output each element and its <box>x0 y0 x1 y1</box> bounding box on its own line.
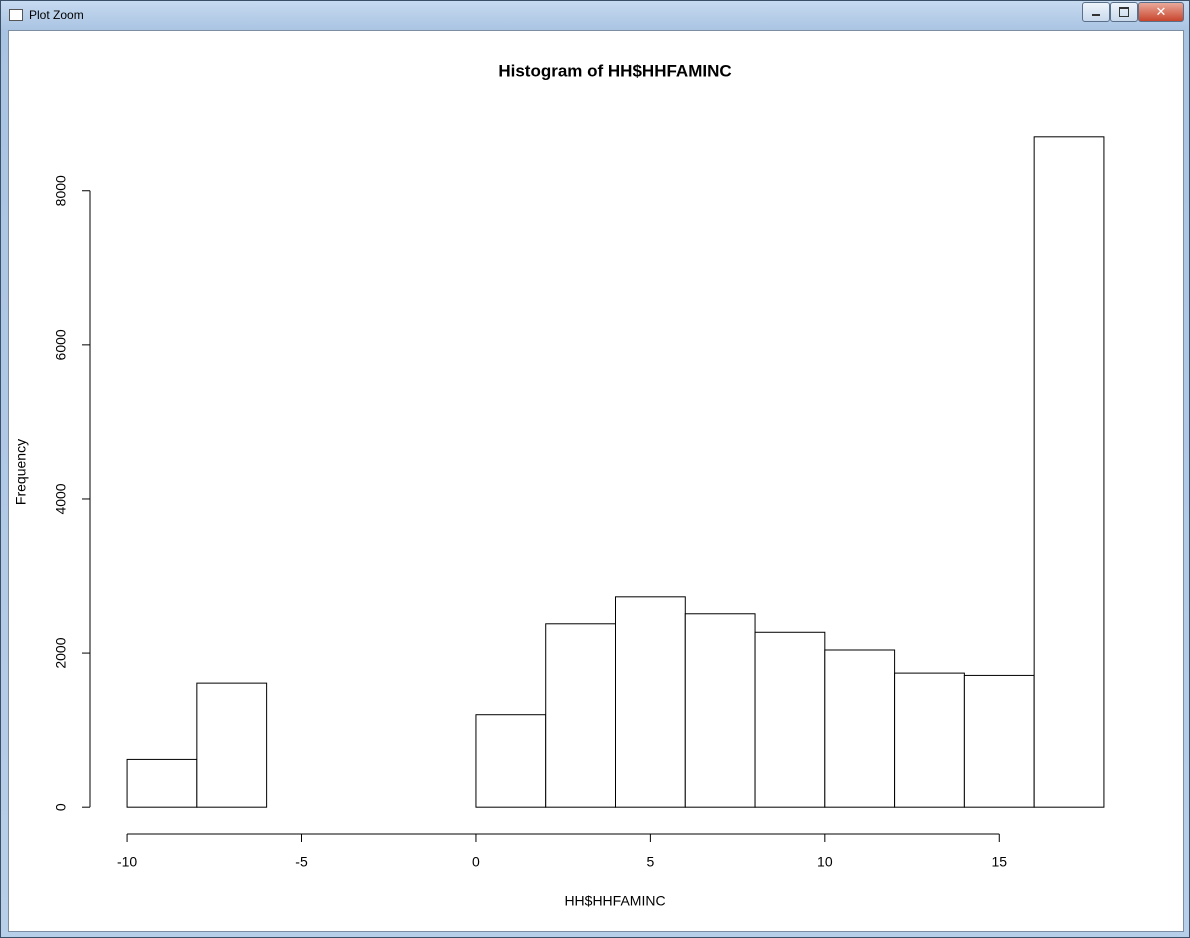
chart-title: Histogram of HH$HHFAMINC <box>498 61 731 80</box>
y-tick-label: 0 <box>53 803 69 811</box>
maximize-button[interactable] <box>1110 2 1138 22</box>
window-icon <box>9 9 23 21</box>
x-tick-label: -5 <box>295 854 308 870</box>
y-tick-label: 4000 <box>53 483 69 514</box>
x-tick-label: -10 <box>117 854 137 870</box>
x-tick-label: 15 <box>991 854 1007 870</box>
bar <box>963 674 1035 808</box>
bar <box>545 623 616 808</box>
y-axis-label: Frequency <box>13 439 29 505</box>
chart: Histogram of HH$HHFAMINC HH$HHFAMINC Fre… <box>13 61 1105 909</box>
bar <box>126 758 198 808</box>
x-tick-label: 5 <box>646 854 654 870</box>
bar <box>196 682 268 808</box>
bar <box>684 613 756 808</box>
bar <box>754 631 826 808</box>
bar <box>475 714 547 808</box>
y-tick-label: 2000 <box>53 637 69 668</box>
close-button[interactable]: ✕ <box>1138 2 1184 22</box>
plot-area: Histogram of HH$HHFAMINC HH$HHFAMINC Fre… <box>8 30 1184 932</box>
bar <box>1033 136 1105 808</box>
bar <box>894 672 965 808</box>
window-title: Plot Zoom <box>29 8 84 22</box>
title-bar: Plot Zoom ✕ <box>1 1 1189 31</box>
y-tick-label: 8000 <box>53 175 69 206</box>
minimize-button[interactable] <box>1082 2 1110 22</box>
x-axis-label: HH$HHFAMINC <box>564 893 665 909</box>
bar <box>615 596 686 808</box>
x-tick-label: 0 <box>472 854 480 870</box>
x-tick-label: 10 <box>817 854 833 870</box>
y-tick-label: 6000 <box>53 329 69 360</box>
bar <box>824 649 896 808</box>
